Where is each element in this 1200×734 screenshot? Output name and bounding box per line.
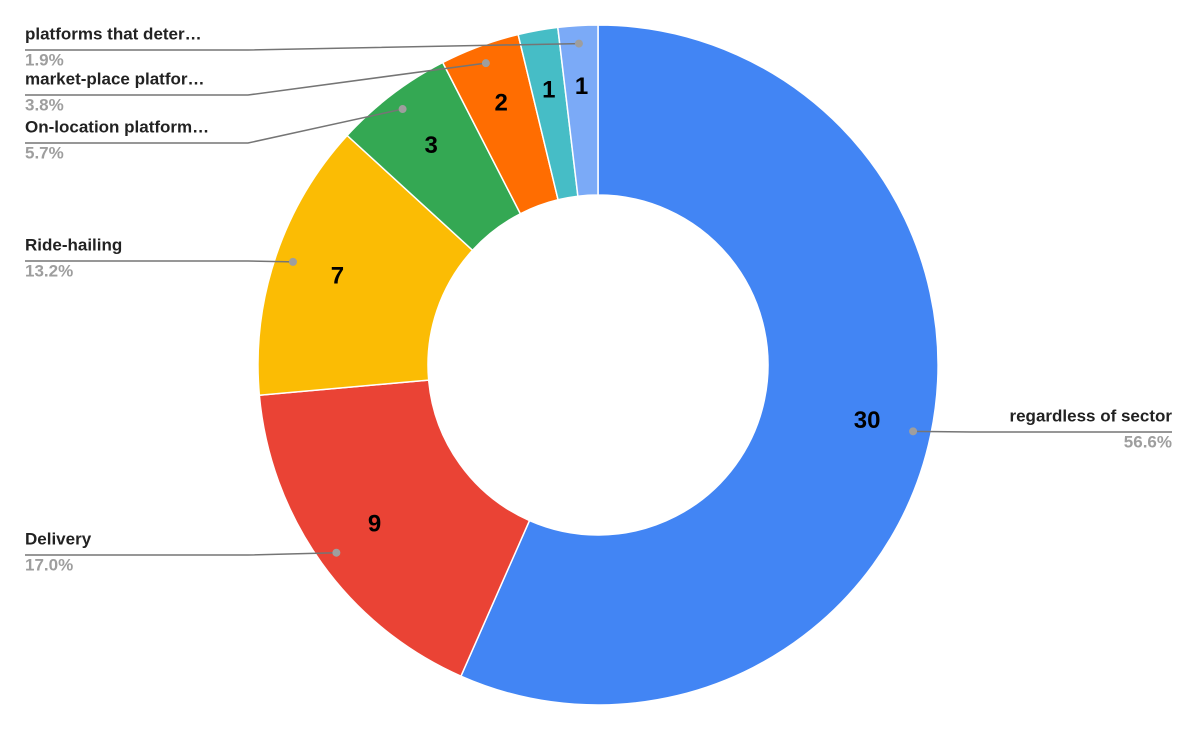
leader-line <box>25 62 486 96</box>
leader-line <box>25 260 293 263</box>
leader-line <box>913 430 1172 433</box>
category-label: Ride-hailing <box>25 235 122 254</box>
category-label: market-place platfor… <box>25 69 205 88</box>
value-label: 7 <box>331 262 344 289</box>
percent-label: 5.7% <box>25 143 64 162</box>
percent-label: 13.2% <box>25 261 73 280</box>
value-label: 1 <box>542 77 555 104</box>
category-label: regardless of sector <box>1009 406 1172 425</box>
leader-line <box>25 108 403 144</box>
leader-dot <box>398 105 407 114</box>
value-label: 30 <box>854 407 881 434</box>
donut-slice <box>257 134 474 397</box>
percent-label: 17.0% <box>25 555 73 574</box>
donut-slice <box>556 24 599 198</box>
value-label: 1 <box>575 73 588 100</box>
leader-dot <box>288 257 297 266</box>
category-label: platforms that deter… <box>25 24 202 43</box>
percent-label: 56.6% <box>1124 432 1172 451</box>
percent-label: 1.9% <box>25 50 64 69</box>
value-label: 2 <box>495 90 508 117</box>
leader-line <box>25 551 337 556</box>
leader-dot <box>481 59 490 68</box>
donut-slice <box>459 24 939 706</box>
category-label: Delivery <box>25 529 92 548</box>
percent-label: 3.8% <box>25 95 64 114</box>
leader-dot <box>332 548 341 557</box>
value-label: 3 <box>424 132 437 159</box>
leader-line <box>25 42 579 51</box>
leader-dot <box>909 427 918 436</box>
donut-slice <box>258 379 531 678</box>
category-label: On-location platform… <box>25 117 209 136</box>
value-label: 9 <box>368 511 381 538</box>
leader-dot <box>574 39 583 48</box>
